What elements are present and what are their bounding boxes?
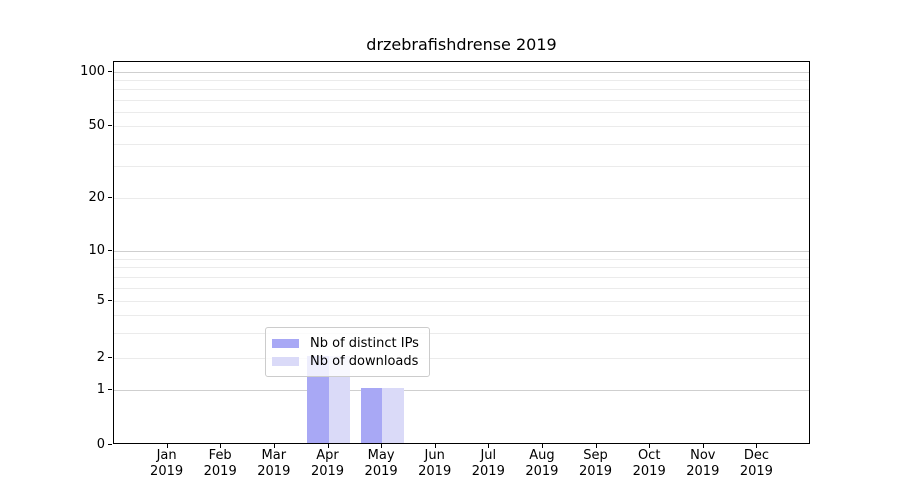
x-tick-year: 2019: [150, 464, 184, 479]
x-tick-year: 2019: [203, 464, 237, 479]
y-tick: [108, 197, 112, 198]
y-tick-label: 2: [96, 349, 105, 365]
minor-gridline: [114, 80, 809, 82]
minor-gridline: [114, 143, 809, 145]
x-tick: [381, 444, 383, 448]
x-tick-year: 2019: [739, 464, 773, 479]
y-tick-label: 1: [96, 381, 105, 397]
minor-gridline: [114, 89, 809, 91]
plot-area: [113, 61, 810, 444]
minor-gridline: [114, 111, 809, 113]
minor-gridline: [114, 198, 809, 199]
major-gridline: [114, 251, 809, 252]
x-tick-year: 2019: [364, 464, 398, 479]
y-tick-label: 10: [88, 242, 105, 258]
major-gridline: [114, 390, 809, 391]
y-tick: [108, 444, 112, 445]
x-tick-month: Jul: [480, 448, 497, 463]
x-tick-month: Nov: [690, 448, 716, 463]
x-tick-month: Mar: [261, 448, 287, 463]
bar-downloads: [328, 356, 350, 443]
y-tick-label: 5: [96, 292, 105, 308]
x-tick-label: Oct 2019: [619, 448, 679, 480]
x-tick: [595, 444, 597, 448]
legend-item: Nb of downloads: [272, 352, 419, 370]
minor-gridline: [114, 166, 809, 168]
minor-gridline: [114, 267, 809, 269]
x-tick-month: Jun: [424, 448, 445, 463]
x-tick-month: Sep: [583, 448, 608, 463]
minor-gridline: [114, 287, 809, 289]
x-tick-year: 2019: [578, 464, 613, 479]
minor-gridline: [114, 99, 809, 101]
bar-downloads: [382, 388, 404, 443]
x-tick: [220, 444, 222, 448]
x-tick-label: Mar 2019: [244, 448, 304, 480]
x-tick-year: 2019: [471, 464, 505, 479]
x-tick-label: Jul 2019: [458, 448, 518, 480]
y-tick: [108, 300, 112, 301]
y-tick-label: 100: [80, 63, 105, 79]
x-tick-month: May: [367, 448, 395, 463]
x-tick-label: Feb 2019: [190, 448, 250, 480]
y-tick: [108, 71, 112, 72]
y-tick-label: 20: [88, 189, 105, 205]
x-tick-label: May 2019: [351, 448, 411, 480]
x-tick-month: Dec: [743, 448, 769, 463]
x-tick: [166, 444, 168, 448]
legend: Nb of distinct IPs Nb of downloads: [265, 327, 430, 377]
x-tick-label: Jun 2019: [405, 448, 465, 480]
minor-gridline: [114, 276, 809, 278]
x-tick-month: Feb: [208, 448, 232, 463]
legend-swatch: [272, 356, 299, 366]
bar-distinct-ips: [307, 356, 329, 443]
x-tick-year: 2019: [632, 464, 666, 479]
x-tick-year: 2019: [525, 464, 559, 479]
x-tick-label: Apr 2019: [298, 448, 358, 480]
bar-distinct-ips: [360, 388, 383, 443]
minor-gridline: [114, 126, 809, 127]
minor-gridline: [114, 358, 809, 359]
x-tick-label: Dec 2019: [726, 448, 786, 480]
x-tick: [434, 444, 436, 448]
chart-title: drzebrafishdrense 2019: [366, 35, 557, 54]
x-tick-label: Sep 2019: [566, 448, 626, 480]
minor-gridline: [114, 258, 809, 260]
x-tick-year: 2019: [310, 464, 345, 479]
legend-label: Nb of distinct IPs: [310, 335, 419, 351]
legend-label: Nb of downloads: [310, 353, 419, 369]
y-tick: [108, 250, 112, 251]
y-tick: [108, 389, 112, 390]
legend-item: Nb of distinct IPs: [272, 334, 419, 352]
x-tick: [273, 444, 275, 448]
x-tick-label: Jan 2019: [137, 448, 197, 480]
x-tick-month: Oct: [637, 448, 661, 463]
x-tick-label: Aug 2019: [512, 448, 572, 480]
y-tick: [108, 125, 112, 126]
y-tick: [108, 357, 112, 358]
y-tick-label: 50: [88, 117, 105, 133]
minor-gridline: [114, 314, 809, 316]
x-tick: [488, 444, 490, 448]
minor-gridline: [114, 301, 809, 302]
x-tick: [327, 444, 329, 448]
minor-gridline: [114, 332, 809, 334]
x-tick: [649, 444, 651, 448]
x-tick-month: Aug: [529, 448, 555, 463]
x-tick: [541, 444, 543, 448]
x-tick-year: 2019: [686, 464, 720, 479]
x-tick: [756, 444, 758, 448]
x-tick: [702, 444, 704, 448]
major-gridline: [114, 72, 809, 73]
x-tick-label: Nov 2019: [673, 448, 733, 480]
x-tick-month: Jan: [156, 448, 177, 463]
y-tick-label: 0: [96, 436, 105, 452]
legend-swatch: [272, 338, 299, 348]
x-tick-year: 2019: [418, 464, 452, 479]
x-tick-year: 2019: [257, 464, 291, 479]
x-tick-month: Apr: [316, 448, 339, 463]
